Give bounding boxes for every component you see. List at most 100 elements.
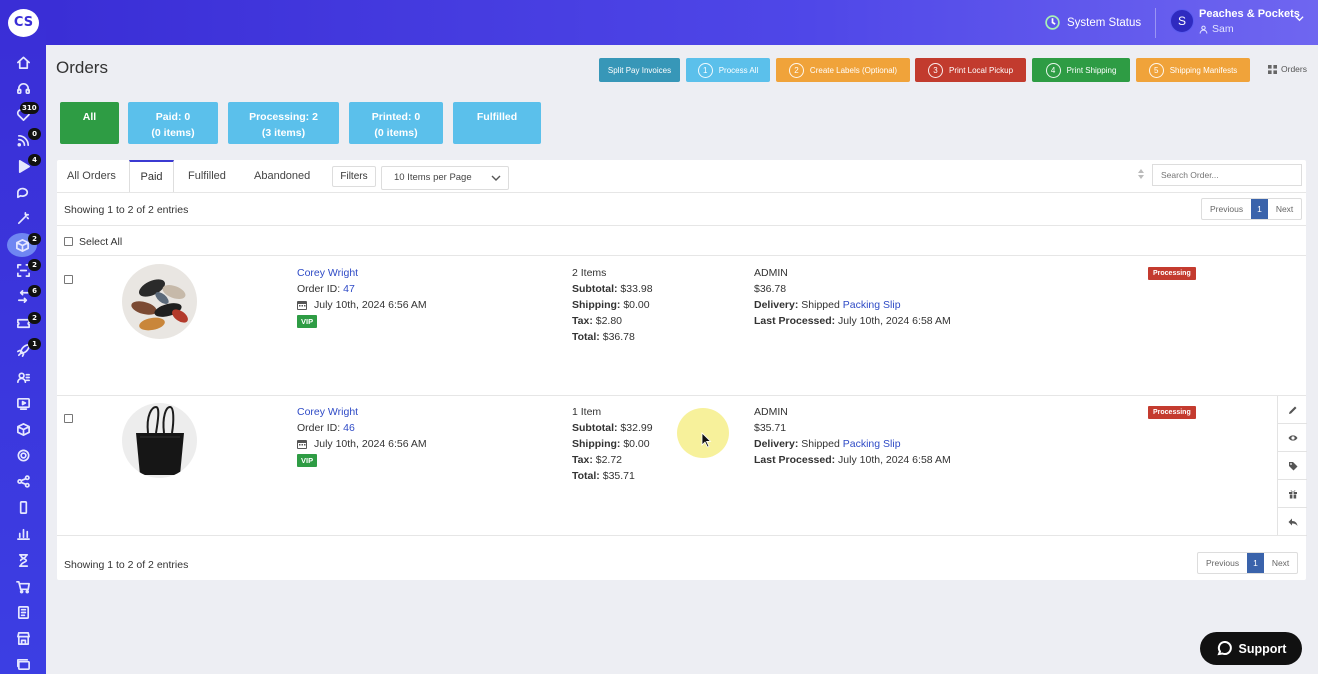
split-pay-label: Split Pay Invoices <box>607 65 672 75</box>
select-all-checkbox[interactable] <box>64 237 73 246</box>
tag-icon[interactable] <box>1278 452 1307 480</box>
previous-page-button[interactable]: Previous <box>1210 204 1244 214</box>
stat-line1: Processing: 2 <box>249 111 318 123</box>
status-badge: Processing <box>1148 406 1196 419</box>
step-number: 4 <box>1045 62 1061 78</box>
step-number: 5 <box>1148 62 1164 78</box>
stat-line1: Paid: 0 <box>155 111 191 123</box>
print-shipping-button[interactable]: 4 Print Shipping <box>1032 58 1130 82</box>
previous-page-button[interactable]: Previous <box>1206 558 1240 568</box>
delivery-line: Delivery: Shipped Packing Slip <box>754 299 901 311</box>
mobile-icon[interactable] <box>11 497 35 517</box>
product-image-hair-clips[interactable] <box>122 264 197 339</box>
shipping-label: Shipping: <box>572 299 621 311</box>
shipping-line: Shipping: $0.00 <box>572 438 650 450</box>
system-status-link[interactable]: System Status <box>1044 14 1141 31</box>
calendar-icon <box>297 301 307 310</box>
shipping-value: $0.00 <box>623 299 650 311</box>
last-processed-line: Last Processed: July 10th, 2024 6:58 AM <box>754 315 951 327</box>
total-line: Total: $35.71 <box>572 470 635 482</box>
create-labels-button[interactable]: 2 Create Labels (Optional) <box>776 58 910 82</box>
product-image-tote-bag[interactable] <box>122 403 197 478</box>
tab-abandoned[interactable]: Abandoned <box>254 170 311 182</box>
packing-slip-link[interactable]: Packing Slip <box>842 438 901 450</box>
packing-slip-link[interactable]: Packing Slip <box>842 299 901 311</box>
return-icon[interactable] <box>11 286 35 306</box>
brand-logo[interactable]: CS <box>8 9 39 37</box>
badge-play: 4 <box>28 154 41 166</box>
chevron-down-icon[interactable] <box>1295 14 1304 23</box>
step-label: Shipping Manifests <box>1169 65 1238 75</box>
eye-icon[interactable] <box>1278 424 1307 452</box>
order-id-link[interactable]: 46 <box>343 422 355 434</box>
subtotal-value: $33.98 <box>620 283 653 295</box>
stat-paid[interactable]: Paid: 0 (0 items) <box>128 102 218 144</box>
chart-icon[interactable] <box>11 523 35 543</box>
support-button[interactable]: Support <box>1200 632 1302 665</box>
order-amount: $35.71 <box>754 422 787 434</box>
stat-processing[interactable]: Processing: 2 (3 items) <box>228 102 339 144</box>
last-processed-label: Last Processed: <box>754 315 836 327</box>
cards-icon[interactable] <box>11 654 35 674</box>
play-icon[interactable] <box>11 156 35 176</box>
page-1-button[interactable]: 1 <box>1247 553 1264 573</box>
item-count: 1 Item <box>572 406 602 418</box>
split-pay-invoices-button[interactable]: Split Pay Invoices <box>599 58 680 82</box>
next-page-button[interactable]: Next <box>1271 558 1290 568</box>
tax-value: $2.80 <box>595 315 623 327</box>
delivery-line: Delivery: Shipped Packing Slip <box>754 438 901 450</box>
filters-button[interactable]: Filters <box>332 166 376 187</box>
sort-icon[interactable] <box>1137 168 1145 180</box>
reply-icon[interactable] <box>1278 508 1307 536</box>
settings-icon[interactable] <box>11 445 35 465</box>
items-per-page-select[interactable]: 10 Items per Page <box>381 166 509 190</box>
tab-fulfilled[interactable]: Fulfilled <box>188 170 226 182</box>
headset-icon[interactable] <box>11 78 35 98</box>
cursor-highlight <box>677 408 729 458</box>
page-1-button[interactable]: 1 <box>1251 199 1268 219</box>
order-checkbox[interactable] <box>64 414 73 423</box>
cart-icon[interactable] <box>11 576 35 596</box>
share-icon[interactable] <box>11 471 35 491</box>
order-id-link[interactable]: 47 <box>343 283 355 295</box>
process-all-button[interactable]: 1 Process All <box>686 58 770 82</box>
next-page-button[interactable]: Next <box>1275 204 1294 214</box>
customer-name-link[interactable]: Corey Wright <box>297 267 359 279</box>
contacts-icon[interactable] <box>11 367 35 387</box>
orders-panel: All Orders Paid Fulfilled Abandoned Filt… <box>57 160 1307 580</box>
account-name[interactable]: Peaches & Pockets <box>1199 8 1300 20</box>
showing-entries-bottom: Showing 1 to 2 of 2 entries <box>64 559 189 571</box>
avatar[interactable]: S <box>1170 9 1194 33</box>
pencil-icon[interactable] <box>1278 396 1307 424</box>
select-all-label: Select All <box>79 236 123 248</box>
clock-check-icon <box>1045 15 1060 30</box>
rss-icon[interactable] <box>11 130 35 150</box>
gift-icon[interactable] <box>1278 480 1307 508</box>
store-icon[interactable] <box>11 628 35 648</box>
home-icon[interactable] <box>11 52 35 72</box>
row-actions <box>1277 396 1307 536</box>
print-local-pickup-button[interactable]: 3 Print Local Pickup <box>915 58 1026 82</box>
shipping-manifests-button[interactable]: 5 Shipping Manifests <box>1136 58 1250 82</box>
wand-icon[interactable] <box>11 208 35 228</box>
order-date-text: July 10th, 2024 6:56 AM <box>314 438 427 450</box>
showing-entries-top: Showing 1 to 2 of 2 entries <box>64 204 189 216</box>
video-icon[interactable] <box>11 393 35 413</box>
tab-all-orders[interactable]: All Orders <box>67 170 116 182</box>
orders-view-link[interactable]: Orders <box>1268 64 1307 74</box>
grid-icon <box>1268 64 1277 74</box>
stat-line1: All <box>82 111 97 123</box>
chat-icon[interactable] <box>11 182 35 202</box>
box-icon[interactable] <box>11 419 35 439</box>
customer-name-link[interactable]: Corey Wright <box>297 406 359 418</box>
order-id: Order ID: 46 <box>297 422 355 434</box>
order-checkbox[interactable] <box>64 275 73 284</box>
stat-all[interactable]: All <box>60 102 119 144</box>
stat-printed[interactable]: Printed: 0 (0 items) <box>349 102 443 144</box>
stat-fulfilled[interactable]: Fulfilled <box>453 102 541 144</box>
tab-paid[interactable]: Paid <box>129 160 174 192</box>
hourglass-icon[interactable] <box>11 550 35 570</box>
search-order-input[interactable] <box>1152 164 1302 186</box>
document-icon[interactable] <box>11 602 35 622</box>
mouse-pointer-icon <box>701 432 712 448</box>
